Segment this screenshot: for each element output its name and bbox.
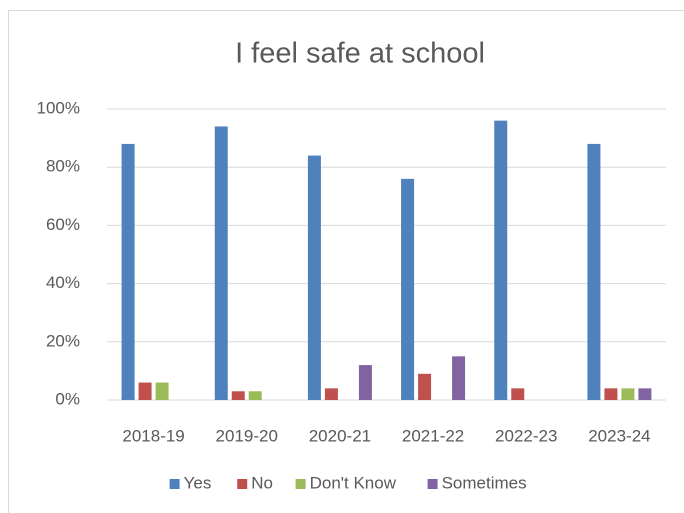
bar — [231, 391, 245, 400]
bar — [604, 388, 618, 400]
y-tick-label: 80% — [46, 157, 80, 176]
legend-label: Don't Know — [310, 473, 397, 492]
bar — [621, 388, 635, 400]
y-tick-label: 0% — [55, 389, 80, 408]
bar — [121, 143, 135, 401]
x-tick-label: 2022-23 — [495, 426, 557, 445]
legend-label: Sometimes — [442, 473, 527, 492]
x-tick-label: 2020-21 — [309, 426, 371, 445]
bar — [401, 178, 415, 400]
bar — [587, 143, 601, 401]
bar — [307, 155, 321, 400]
x-tick-label: 2018-19 — [122, 426, 184, 445]
bar — [324, 388, 338, 400]
legend-swatch — [427, 479, 438, 489]
bar — [418, 373, 432, 400]
bar — [214, 126, 228, 401]
bar — [638, 388, 652, 400]
bar — [511, 388, 525, 400]
x-tick-label: 2019-20 — [216, 426, 278, 445]
bar — [248, 391, 262, 400]
bar — [138, 382, 152, 400]
y-tick-label: 60% — [46, 215, 80, 234]
y-tick-label: 100% — [37, 98, 80, 117]
bar — [452, 356, 466, 400]
legend-swatch — [295, 479, 306, 489]
y-tick-label: 20% — [46, 331, 80, 350]
bar — [494, 120, 508, 400]
legend-label: Yes — [184, 473, 212, 492]
legend-swatch — [169, 479, 180, 489]
chart-border — [8, 10, 684, 513]
y-tick-label: 40% — [46, 273, 80, 292]
legend-label: No — [251, 473, 273, 492]
bar — [155, 382, 169, 400]
x-tick-label: 2023-24 — [588, 426, 650, 445]
legend-swatch — [237, 479, 248, 489]
x-tick-label: 2021-22 — [402, 426, 464, 445]
chart-title: I feel safe at school — [235, 38, 485, 70]
bar — [358, 365, 372, 400]
